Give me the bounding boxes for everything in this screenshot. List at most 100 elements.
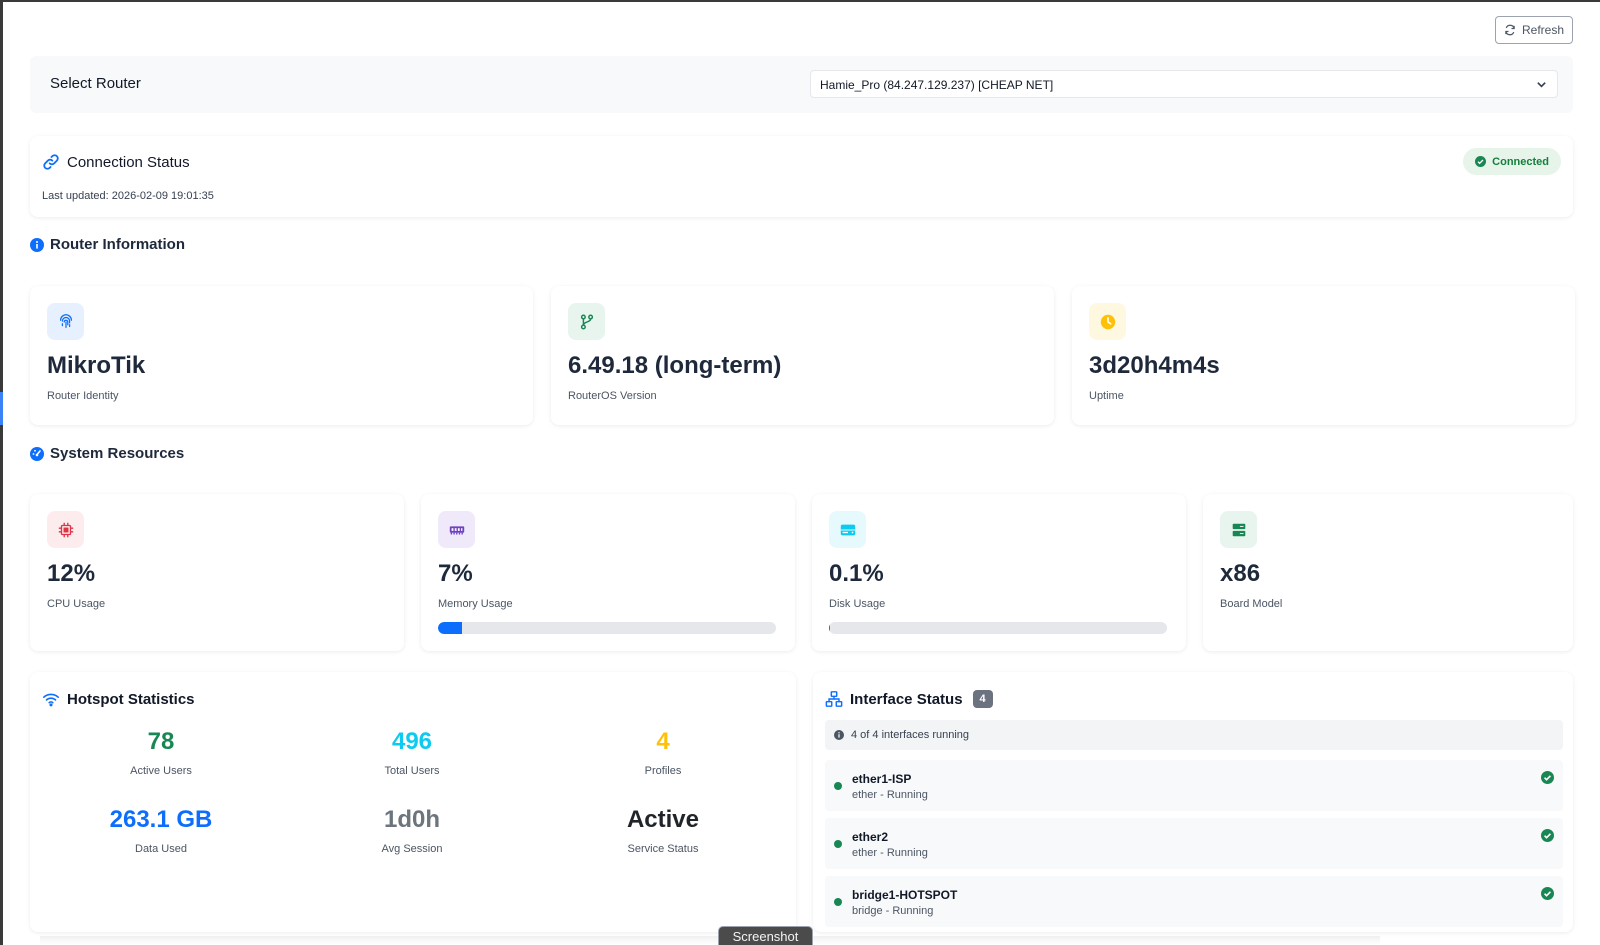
system-resources-title: System Resources xyxy=(50,445,185,462)
hotspot-statistics-title: Hotspot Statistics xyxy=(67,690,195,708)
memory-progress-fill xyxy=(438,622,462,634)
scroll-shadow xyxy=(40,936,1380,945)
last-updated-text: Last updated: 2026-02-09 19:01:35 xyxy=(42,190,214,202)
window-top-border xyxy=(0,0,1600,2)
info-circle-icon xyxy=(30,237,44,252)
memory-usage-label: Memory Usage xyxy=(438,598,513,610)
window-left-border xyxy=(0,0,3,945)
hotspot-statistics-heading: Hotspot Statistics xyxy=(42,690,195,708)
interface-row[interactable]: bridge1-HOTSPOT bridge - Running xyxy=(825,876,1563,927)
memory-usage-card: 7% Memory Usage xyxy=(421,494,795,651)
connection-status-heading: Connection Status xyxy=(42,153,190,171)
router-identity-card: MikroTik Router Identity xyxy=(30,286,533,425)
sidebar-active-indicator xyxy=(0,392,3,425)
interface-detail: ether - Running xyxy=(852,789,928,801)
router-information-title: Router Information xyxy=(50,236,185,253)
board-model-icon-box xyxy=(1220,511,1257,548)
router-select-panel: Select Router Hamie_Pro (84.247.129.237)… xyxy=(30,56,1573,113)
status-badge-label: Connected xyxy=(1492,155,1549,168)
cpu-icon xyxy=(58,522,73,537)
disk-usage-value: 0.1% xyxy=(829,560,884,587)
disk-usage-card: 0.1% Disk Usage xyxy=(812,494,1186,651)
system-resources-heading: System Resources xyxy=(30,445,184,462)
total-users-label: Total Users xyxy=(384,765,440,777)
info-circle-icon xyxy=(834,730,844,740)
refresh-button[interactable]: Refresh xyxy=(1495,16,1573,44)
memory-icon-box xyxy=(438,511,475,548)
wifi-icon xyxy=(42,693,60,707)
service-status-value: Active xyxy=(626,806,700,833)
router-identity-value: MikroTik xyxy=(47,352,146,379)
active-users-label: Active Users xyxy=(130,765,192,777)
total-users-value: 496 xyxy=(391,728,433,755)
cpu-usage-value: 12% xyxy=(47,560,96,587)
interface-detail: ether - Running xyxy=(852,847,928,859)
running-status-dot xyxy=(834,782,842,790)
avg-session-value: 1d0h xyxy=(383,806,440,833)
router-select-label: Select Router xyxy=(50,75,141,92)
routeros-version-card: 6.49.18 (long-term) RouterOS Version xyxy=(551,286,1054,425)
routeros-version-value: 6.49.18 (long-term) xyxy=(568,352,782,379)
profiles-stat: 4 Profiles xyxy=(563,728,763,777)
memory-usage-value: 7% xyxy=(438,560,473,587)
interface-row[interactable]: ether2 ether - Running xyxy=(825,818,1563,869)
screenshot-button[interactable]: Screenshot xyxy=(718,926,813,945)
disk-icon-box xyxy=(829,511,866,548)
routeros-version-icon-box xyxy=(568,303,605,340)
uptime-value: 3d20h4m4s xyxy=(1089,352,1220,379)
interface-status-heading: Interface Status 4 xyxy=(825,690,993,708)
interface-name: bridge1-HOTSPOT xyxy=(852,888,958,902)
check-circle-icon xyxy=(1475,156,1487,167)
data-used-stat: 263.1 GB Data Used xyxy=(61,806,261,855)
router-identity-icon-box xyxy=(47,303,84,340)
board-model-card: x86 Board Model xyxy=(1203,494,1573,651)
router-identity-label: Router Identity xyxy=(47,390,119,402)
service-status-stat: Active Service Status xyxy=(563,806,763,855)
network-icon xyxy=(825,691,843,707)
data-used-value: 263.1 GB xyxy=(109,806,213,833)
interface-status-title: Interface Status xyxy=(850,690,963,708)
check-circle-icon xyxy=(1541,829,1554,842)
active-users-stat: 78 Active Users xyxy=(61,728,261,777)
check-circle-icon xyxy=(1541,771,1554,784)
routeros-version-label: RouterOS Version xyxy=(568,390,657,402)
interface-count-badge: 4 xyxy=(972,690,993,708)
link-icon xyxy=(43,154,59,170)
interface-row[interactable]: ether1-ISP ether - Running xyxy=(825,760,1563,811)
avg-session-stat: 1d0h Avg Session xyxy=(312,806,512,855)
speedometer-icon xyxy=(30,446,44,461)
cpu-usage-label: CPU Usage xyxy=(47,598,106,610)
interface-status-card: Interface Status 4 4 of 4 interfaces run… xyxy=(813,672,1573,932)
memory-icon xyxy=(449,525,464,534)
running-status-dot xyxy=(834,898,842,906)
clock-icon xyxy=(1100,314,1115,329)
service-status-label: Service Status xyxy=(627,843,699,855)
interface-summary-text: 4 of 4 interfaces running xyxy=(851,729,970,741)
router-information-heading: Router Information xyxy=(30,236,185,253)
avg-session-label: Avg Session xyxy=(381,843,443,855)
total-users-stat: 496 Total Users xyxy=(312,728,512,777)
interface-detail: bridge - Running xyxy=(852,905,934,917)
interface-name: ether1-ISP xyxy=(852,772,912,786)
check-circle-icon xyxy=(1541,887,1554,900)
profiles-value: 4 xyxy=(656,728,670,755)
running-status-dot xyxy=(834,840,842,848)
active-users-value: 78 xyxy=(147,728,175,755)
connection-status-title: Connection Status xyxy=(67,153,190,171)
connection-status-card: Connection Status Last updated: 2026-02-… xyxy=(30,136,1573,217)
refresh-icon xyxy=(1505,24,1515,36)
router-select-value: Hamie_Pro (84.247.129.237) [CHEAP NET] xyxy=(820,78,1054,92)
router-select-dropdown[interactable]: Hamie_Pro (84.247.129.237) [CHEAP NET] xyxy=(810,70,1558,98)
uptime-icon-box xyxy=(1089,303,1126,340)
fingerprint-icon xyxy=(59,313,72,328)
refresh-button-label: Refresh xyxy=(1521,23,1565,37)
interface-summary-bar: 4 of 4 interfaces running xyxy=(825,720,1563,750)
hdd-icon xyxy=(840,524,855,535)
uptime-card: 3d20h4m4s Uptime xyxy=(1072,286,1575,425)
profiles-label: Profiles xyxy=(644,765,682,777)
memory-progress-bar xyxy=(438,622,776,634)
board-model-value: x86 xyxy=(1220,560,1261,587)
chevron-down-icon xyxy=(1537,82,1546,88)
cpu-icon-box xyxy=(47,511,84,548)
data-used-label: Data Used xyxy=(135,843,187,855)
